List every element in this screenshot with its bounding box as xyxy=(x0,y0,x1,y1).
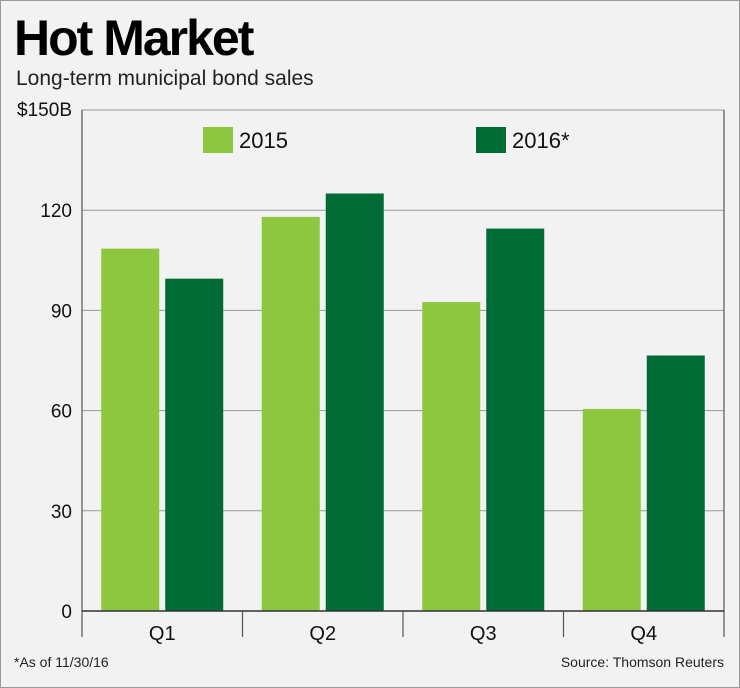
x-category-label: Q1 xyxy=(149,623,176,645)
legend-label: 2016* xyxy=(512,128,570,153)
y-tick-label: $150B xyxy=(17,100,72,121)
legend-label: 2015 xyxy=(239,128,288,153)
y-tick-label: 0 xyxy=(61,602,72,623)
bar xyxy=(486,228,545,611)
chart-subtitle: Long-term municipal bond sales xyxy=(16,67,314,90)
y-tick-label: 120 xyxy=(40,201,72,222)
y-tick-label: 60 xyxy=(51,402,72,423)
chart-title: Hot Market xyxy=(14,10,254,66)
bar xyxy=(325,193,384,611)
bar xyxy=(165,278,224,611)
y-tick-label: 30 xyxy=(51,502,72,523)
bar xyxy=(646,355,705,611)
legend-swatch xyxy=(476,127,506,153)
bar xyxy=(582,408,641,611)
x-category-label: Q4 xyxy=(630,623,657,645)
footnote: *As of 11/30/16 xyxy=(14,654,109,670)
legend-swatch xyxy=(203,127,233,153)
x-category-label: Q3 xyxy=(470,623,497,645)
bar xyxy=(261,216,320,611)
source-note: Source: Thomson Reuters xyxy=(560,654,724,670)
x-category-label: Q2 xyxy=(309,623,336,645)
bar xyxy=(422,302,481,611)
y-tick-label: 90 xyxy=(51,301,72,322)
bar xyxy=(101,248,160,612)
